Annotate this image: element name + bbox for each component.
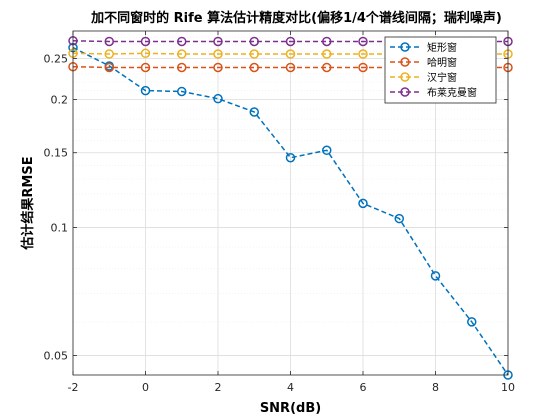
data-point: [322, 49, 332, 59]
data-point: [177, 86, 187, 97]
x-tick-label: 2: [215, 381, 222, 394]
legend-entry: 布莱克曼窗: [427, 86, 477, 99]
ticks: 0.05 0.1 0.15 0.2 0.25 -2 0 2 4 6 8 10: [44, 31, 515, 394]
data-point: [213, 49, 223, 59]
data-point: [322, 62, 332, 73]
data-point: [394, 213, 404, 224]
legend-box: [384, 36, 497, 104]
data-point: [177, 36, 187, 47]
data-point: [467, 317, 477, 327]
x-tick-label: 4: [287, 381, 294, 394]
data-point: [177, 49, 187, 59]
data-point: [358, 198, 368, 209]
y-tick-label: 0.1: [51, 222, 69, 235]
y-axis-label: 估计结果RMSE: [20, 156, 36, 250]
data-point: [104, 36, 114, 47]
data-point: [213, 93, 223, 104]
x-axis-label: SNR(dB): [260, 401, 321, 416]
y-tick-label: 0.25: [44, 52, 69, 65]
data-point: [322, 36, 332, 47]
legend-marker: [400, 72, 410, 82]
data-point: [140, 36, 151, 47]
x-tick-label: -2: [68, 381, 79, 394]
data-point: [358, 62, 368, 73]
data-point: [177, 62, 187, 73]
data-point: [249, 62, 259, 73]
y-tick-label: 0.05: [44, 350, 69, 363]
data-point: [213, 62, 223, 73]
data-point: [285, 49, 296, 59]
data-point: [249, 107, 259, 117]
data-point: [285, 62, 296, 73]
legend-entry: 汉宁窗: [427, 71, 457, 84]
data-point: [358, 36, 368, 47]
series-line: [72, 46, 509, 376]
data-point: [322, 145, 332, 156]
data-point: [104, 49, 114, 59]
data-point: [285, 152, 296, 163]
data-point: [249, 49, 259, 59]
data-point: [249, 36, 259, 47]
x-tick-label: 6: [360, 381, 367, 394]
data-point: [140, 62, 151, 73]
data-point: [140, 85, 151, 96]
x-tick-label: 8: [432, 381, 439, 394]
data-point: [140, 48, 151, 59]
legend-marker: [400, 42, 410, 52]
data-point: [358, 49, 368, 59]
data-point: [285, 36, 296, 47]
data-point: [430, 271, 441, 281]
legend-marker: [400, 57, 410, 67]
chart-title: 加不同窗时的 Rife 算法估计精度对比(偏移1/4个谱线间隔；瑞利噪声): [90, 10, 502, 26]
legend-entry: 哈明窗: [427, 56, 457, 69]
y-tick-label: 0.15: [44, 147, 69, 160]
x-tick-label: 10: [501, 381, 515, 394]
data-point: [213, 36, 223, 47]
x-tick-label: 0: [142, 381, 149, 394]
y-tick-label: 0.2: [51, 94, 69, 107]
legend-entry: 矩形窗: [427, 41, 457, 54]
legend-marker: [400, 87, 410, 97]
data-point: [104, 62, 114, 73]
